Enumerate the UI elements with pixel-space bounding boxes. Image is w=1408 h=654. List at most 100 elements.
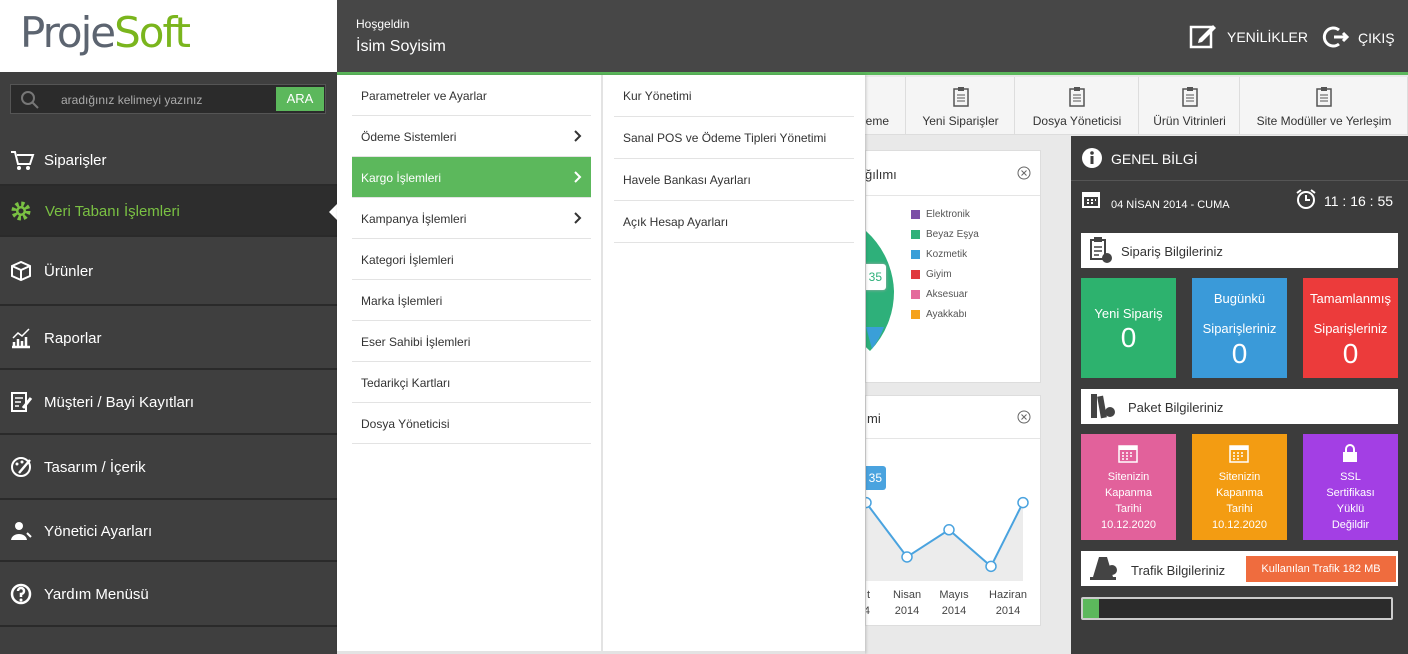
greeting: Hoşgeldin bbox=[356, 17, 410, 31]
line-panel: mi t 4 Nisan 2014 Mayıs 2014 Haziran 2014 35 bbox=[865, 395, 1041, 626]
dropdown-item[interactable]: Marka İşlemleri bbox=[352, 280, 591, 321]
dropdown-label: Kur Yönetimi bbox=[623, 89, 692, 103]
tab-icon bbox=[952, 87, 969, 107]
logo-part: Soft bbox=[114, 8, 191, 57]
tooltip: 35 bbox=[866, 466, 886, 490]
x-tick-label: Haziran bbox=[989, 589, 1027, 601]
calendar-icon bbox=[1082, 192, 1100, 208]
tab-label: Yeni Siparişler bbox=[922, 114, 999, 128]
info-title: GENEL BİLGİ bbox=[1111, 151, 1198, 167]
tooltip: 35 bbox=[866, 264, 886, 290]
order-count: 0 bbox=[1120, 322, 1137, 353]
clock-icon bbox=[1296, 189, 1316, 209]
package-label: 10.12.2020 bbox=[1211, 519, 1268, 531]
package-icon bbox=[1343, 444, 1357, 462]
dropdown-item[interactable]: Ödeme Sistemleri bbox=[352, 116, 591, 157]
dropdown-item[interactable]: Tedarikçi Kartları bbox=[352, 362, 591, 403]
menu-label: Siparişler bbox=[44, 152, 107, 169]
menu-item[interactable]: Müşteri / Bayi Kayıtları bbox=[0, 371, 337, 435]
toolbar-tab[interactable]: Dosya Yöneticisi bbox=[1015, 77, 1139, 135]
menu-icon bbox=[11, 201, 31, 220]
section-bar: Sipariş Bilgileriniz bbox=[1081, 233, 1398, 268]
legend-swatch bbox=[911, 310, 920, 319]
package-label: Yüklü bbox=[1336, 503, 1365, 515]
dropdown-label: Dosya Yöneticisi bbox=[361, 417, 450, 431]
close-icon[interactable] bbox=[1016, 165, 1032, 181]
menu-item[interactable]: Yardım Menüsü bbox=[0, 563, 337, 627]
tab-label: eme bbox=[865, 114, 889, 128]
package-label: Tarihi bbox=[1226, 503, 1253, 515]
dropdown-item[interactable]: Havele Bankası Ayarları bbox=[614, 159, 854, 201]
dropdown-label: Ödeme Sistemleri bbox=[361, 130, 457, 144]
info-panel: GENEL BİLGİ 04 NİSAN 2014 - CUMA 11 : 16… bbox=[1071, 136, 1408, 654]
menu-icon bbox=[11, 392, 33, 412]
menu-label: Ürünler bbox=[44, 263, 94, 280]
line-point bbox=[866, 496, 872, 509]
dropdown-item[interactable]: Kampanya İşlemleri bbox=[352, 198, 591, 239]
dropdown-item[interactable]: Sanal POS ve Ödeme Tipleri Yönetimi bbox=[614, 117, 854, 159]
x-tick-label: t bbox=[867, 589, 870, 601]
x-tick-label: 2014 bbox=[996, 605, 1020, 617]
logout-link[interactable]: ÇIKIŞ bbox=[1358, 30, 1395, 46]
package-label: Kapanma bbox=[1215, 487, 1264, 499]
dropdown-item[interactable]: Parametreler ve Ayarlar bbox=[352, 75, 591, 116]
menu-icon bbox=[11, 521, 32, 540]
dropdown-label: Kampanya İşlemleri bbox=[361, 212, 467, 226]
section-title: Trafik Bilgileriniz bbox=[1131, 563, 1226, 578]
panel-title: mi bbox=[867, 411, 881, 426]
news-link[interactable]: YENİLİKLER bbox=[1227, 29, 1308, 45]
dropdown-label: Açık Hesap Ayarları bbox=[623, 215, 729, 229]
date: 04 NİSAN 2014 - CUMA bbox=[1111, 199, 1230, 211]
package-label: Sitenizin bbox=[1107, 471, 1150, 483]
tab-label: Site Modüller ve Yerleşim bbox=[1256, 114, 1392, 128]
legend-swatch bbox=[911, 210, 920, 219]
dropdown-item[interactable]: Açık Hesap Ayarları bbox=[614, 201, 854, 243]
package-box: Sitenizin Kapanma Tarihi 10.12.2020 bbox=[1192, 434, 1287, 540]
menu-item[interactable]: Tasarım / İçerik bbox=[0, 436, 337, 500]
legend-swatch bbox=[911, 290, 920, 299]
dropdown-item[interactable]: Eser Sahibi İşlemleri bbox=[352, 321, 591, 362]
line-point bbox=[901, 551, 913, 563]
dropdown-item[interactable]: Dosya Yöneticisi bbox=[352, 403, 591, 444]
header: Hoşgeldin İsim Soyisim YENİLİKLER ÇIKIŞ bbox=[337, 0, 1408, 72]
pie bbox=[866, 231, 895, 351]
tab-label: Ürün Vitrinleri bbox=[1153, 114, 1226, 128]
search-box[interactable]: aradığınız kelimeyi yazınız ARA bbox=[10, 84, 326, 114]
close-icon[interactable] bbox=[1016, 409, 1032, 425]
order-label: Siparişleriniz bbox=[1202, 321, 1277, 336]
dropdown-item[interactable]: Kategori İşlemleri bbox=[352, 239, 591, 280]
dropdown-label: Kategori İşlemleri bbox=[361, 253, 454, 267]
dropdown-menu: Parametreler ve Ayarlar Ödeme Sistemleri K… bbox=[337, 75, 865, 654]
submenu-arrow bbox=[574, 130, 582, 142]
tab-icon bbox=[1069, 87, 1085, 107]
dropdown-label: Havele Bankası Ayarları bbox=[623, 173, 751, 187]
toolbar-tab[interactable]: Ürün Vitrinleri bbox=[1139, 77, 1240, 135]
line-area bbox=[866, 502, 1023, 581]
toolbar-tab[interactable]: eme bbox=[865, 77, 906, 135]
header-accent bbox=[337, 72, 1408, 75]
x-tick-label: 2014 bbox=[895, 605, 919, 617]
menu-item[interactable]: Ürünler bbox=[0, 238, 337, 306]
search-button[interactable]: ARA bbox=[276, 87, 324, 111]
dropdown-label: Eser Sahibi İşlemleri bbox=[361, 335, 471, 349]
menu-item[interactable]: Raporlar bbox=[0, 307, 337, 370]
order-box: Yeni Sipariş 0 bbox=[1081, 278, 1176, 378]
dropdown-item[interactable]: Kargo İşlemleri bbox=[352, 157, 591, 198]
toolbar-tab[interactable]: Site Modüller ve Yerleşim bbox=[1240, 77, 1408, 135]
package-box: Sitenizin Kapanma Tarihi 10.12.2020 bbox=[1081, 434, 1176, 540]
section-title: Sipariş Bilgileriniz bbox=[1121, 244, 1223, 259]
dropdown-item[interactable]: Kur Yönetimi bbox=[614, 75, 854, 117]
divider bbox=[1071, 180, 1408, 181]
order-label: Siparişleriniz bbox=[1313, 321, 1388, 336]
traffic-icon bbox=[1090, 557, 1117, 580]
menu-item[interactable]: Yönetici Ayarları bbox=[0, 501, 337, 562]
toolbar-tab[interactable]: Yeni Siparişler bbox=[906, 77, 1015, 135]
menu-item[interactable]: Veri Tabanı İşlemleri bbox=[0, 186, 337, 237]
order-box: Bugünkü Siparişleriniz 0 bbox=[1192, 278, 1287, 378]
package-icon bbox=[1118, 445, 1138, 463]
tab-icon bbox=[1181, 87, 1198, 107]
orders-icon bbox=[1090, 237, 1112, 263]
menu-icon bbox=[11, 151, 35, 170]
menu-item[interactable]: Siparişler bbox=[0, 136, 337, 186]
logo[interactable]: ProjeSoft bbox=[20, 8, 191, 57]
